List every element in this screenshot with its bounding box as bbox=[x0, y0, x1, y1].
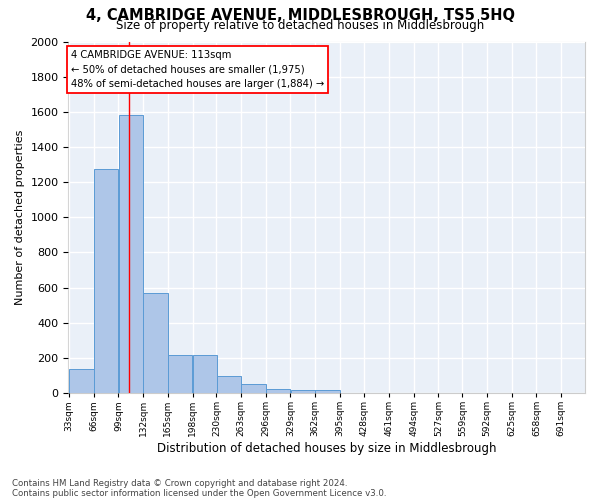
Bar bbox=[193, 356, 217, 393]
X-axis label: Distribution of detached houses by size in Middlesbrough: Distribution of detached houses by size … bbox=[157, 442, 496, 455]
Bar bbox=[266, 388, 290, 393]
Bar bbox=[94, 169, 118, 393]
Text: Contains HM Land Registry data © Crown copyright and database right 2024.
Contai: Contains HM Land Registry data © Crown c… bbox=[12, 479, 386, 498]
Bar bbox=[168, 356, 193, 393]
Bar bbox=[290, 390, 315, 393]
Bar bbox=[217, 376, 241, 393]
Bar bbox=[119, 116, 143, 393]
Bar bbox=[315, 390, 340, 393]
Bar bbox=[241, 384, 266, 393]
Text: 4 CAMBRIDGE AVENUE: 113sqm
← 50% of detached houses are smaller (1,975)
48% of s: 4 CAMBRIDGE AVENUE: 113sqm ← 50% of deta… bbox=[71, 50, 324, 89]
Y-axis label: Number of detached properties: Number of detached properties bbox=[15, 130, 25, 305]
Bar bbox=[143, 293, 168, 393]
Bar bbox=[69, 368, 94, 393]
Text: Size of property relative to detached houses in Middlesbrough: Size of property relative to detached ho… bbox=[116, 18, 484, 32]
Text: 4, CAMBRIDGE AVENUE, MIDDLESBROUGH, TS5 5HQ: 4, CAMBRIDGE AVENUE, MIDDLESBROUGH, TS5 … bbox=[86, 8, 515, 22]
